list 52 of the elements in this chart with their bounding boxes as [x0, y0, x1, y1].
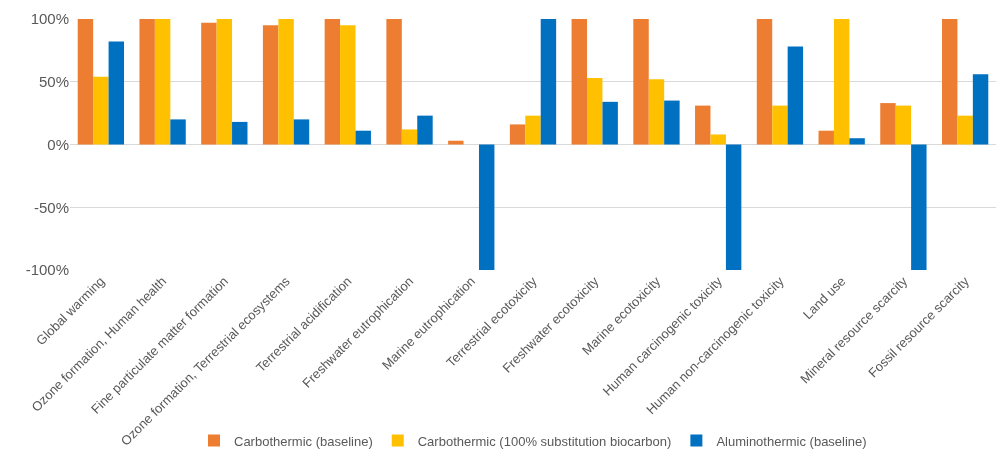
bar [725, 144, 742, 270]
bar [232, 121, 248, 145]
bar [108, 41, 125, 145]
bar [787, 46, 804, 145]
bar [648, 79, 665, 145]
bar [417, 115, 433, 145]
bar [710, 134, 726, 145]
bar [170, 119, 186, 145]
y-tick-label: 0% [47, 135, 69, 153]
bar [478, 144, 495, 270]
bar [355, 130, 371, 145]
bar [93, 76, 109, 145]
bar [849, 138, 865, 145]
bar [340, 25, 356, 145]
bar [880, 103, 896, 145]
bar [571, 19, 588, 145]
bar [695, 105, 711, 145]
bar [324, 19, 341, 145]
bar [401, 129, 418, 145]
bar [972, 74, 989, 145]
bar [895, 105, 912, 145]
bar [833, 19, 850, 145]
bar [154, 19, 171, 145]
legend-label: Carbothermic (baseline) [234, 433, 373, 449]
bar [139, 19, 155, 145]
bar [525, 115, 541, 145]
bar [587, 77, 603, 145]
legend-label: Carbothermic (100% substitution biocarbon) [417, 433, 672, 449]
legend-label: Aluminothermic (baseline) [716, 433, 867, 449]
bar [386, 19, 402, 145]
y-tick-label: 50% [38, 73, 69, 90]
bar [262, 25, 279, 145]
bar [293, 119, 310, 145]
y-tick-label: -50% [33, 198, 69, 216]
bar [509, 124, 526, 145]
bar [772, 105, 788, 145]
bar [77, 19, 94, 145]
bar [216, 19, 233, 145]
bar [540, 19, 557, 145]
bar [602, 101, 618, 145]
bar [664, 100, 680, 145]
bar [818, 130, 834, 145]
y-tick-label: 100% [30, 10, 69, 28]
bar [278, 19, 294, 145]
bar [941, 19, 958, 145]
bar [911, 144, 927, 270]
y-tick-label: -100% [25, 261, 69, 279]
bar [756, 19, 773, 145]
bar [633, 19, 649, 145]
bar [201, 22, 217, 145]
bar [957, 115, 973, 145]
bar [448, 140, 464, 145]
